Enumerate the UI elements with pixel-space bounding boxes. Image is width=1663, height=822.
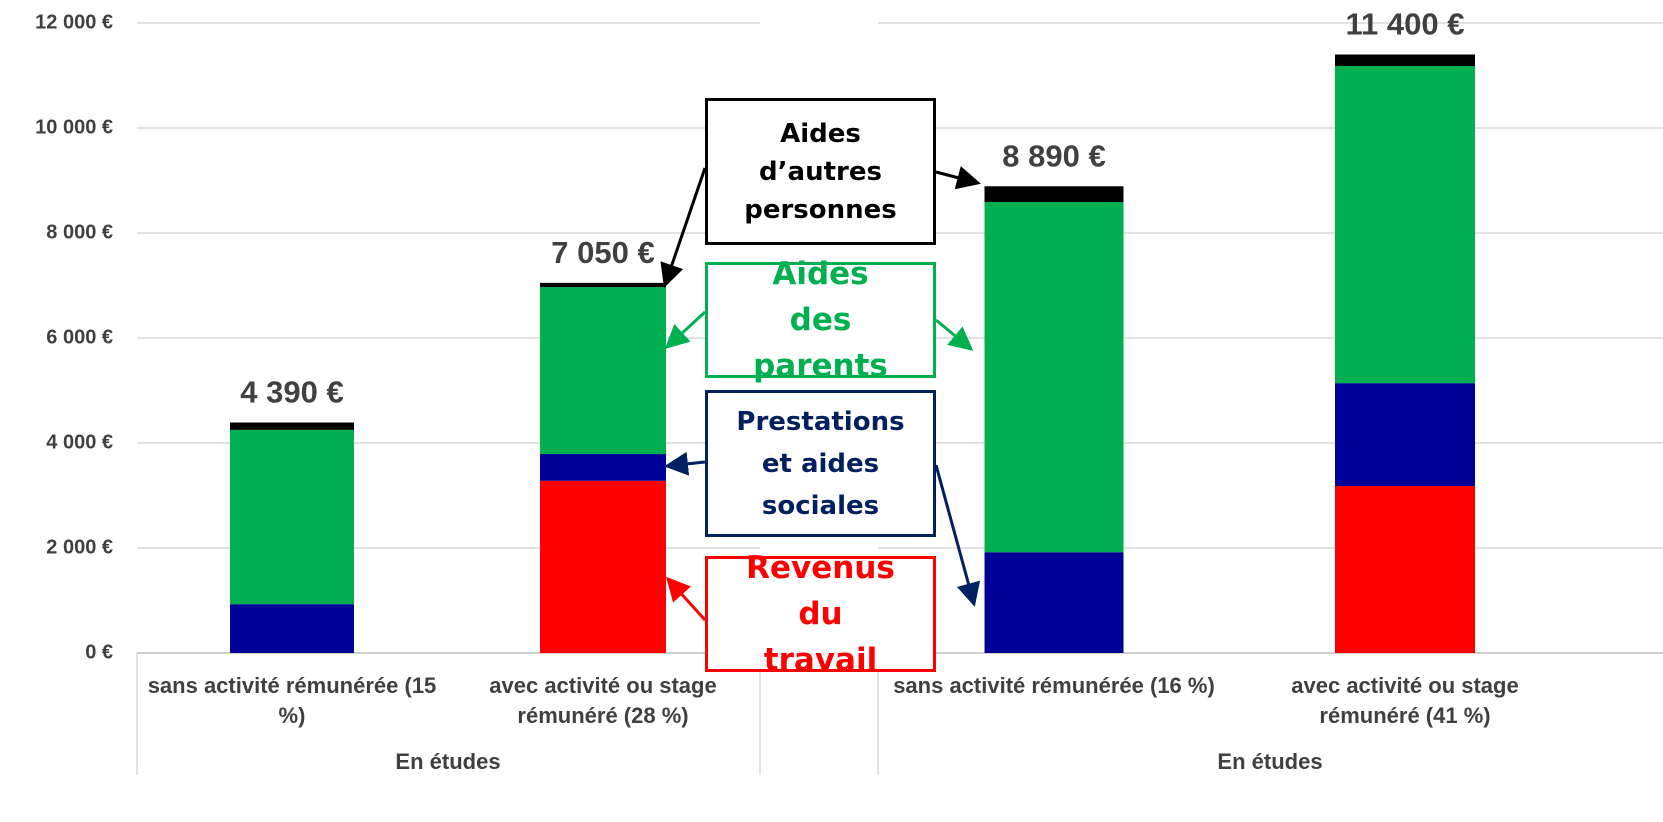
y-tick-label: 4 000 € <box>46 431 113 453</box>
annotation-box: Aides des parents <box>705 256 936 384</box>
y-tick-label: 0 € <box>85 641 113 663</box>
y-tick-label: 12 000 € <box>35 11 113 33</box>
y-tick-label: 8 000 € <box>46 221 113 243</box>
total-label: 11 400 € <box>1346 7 1465 42</box>
arrow <box>664 310 707 350</box>
bar-segment <box>540 454 666 481</box>
x-tick-label: sans activité rémunérée (15 %) <box>147 673 437 728</box>
bar-segment <box>540 480 666 653</box>
group-label: En études <box>1217 749 1323 774</box>
bar-segment <box>230 604 354 653</box>
separators <box>136 653 879 775</box>
arrows <box>660 166 981 622</box>
arrow <box>935 166 981 190</box>
total-label: 8 890 € <box>1002 138 1105 173</box>
bar-segment <box>230 429 354 605</box>
y-tick-label: 2 000 € <box>46 536 113 558</box>
bar-segment <box>540 287 666 455</box>
x-tick-label: avec activité ou stage rémunéré (41 %) <box>1291 673 1519 728</box>
arrow <box>664 451 706 476</box>
x-tick-label: avec activité ou stage rémunéré (28 %) <box>489 673 717 728</box>
bar-segment <box>1335 486 1475 653</box>
arrow <box>934 464 981 607</box>
bar-segment <box>230 422 354 430</box>
arrow <box>660 167 707 288</box>
bar-segment <box>540 282 666 288</box>
arrow <box>935 318 974 351</box>
total-label: 4 390 € <box>240 375 343 410</box>
bar-segment <box>1335 54 1475 67</box>
bar-segment <box>1335 383 1475 487</box>
y-tick-label: 6 000 € <box>46 326 113 348</box>
x-tick-label: sans activité rémunérée (16 %) <box>893 673 1215 698</box>
annotation-box: Revenus du travail <box>705 550 936 678</box>
bar-segment <box>984 202 1124 553</box>
bar-segment <box>1335 66 1475 384</box>
arrow <box>665 576 707 622</box>
bar-segment <box>984 552 1124 653</box>
annotation-box: Prestations et aides sociales <box>705 390 936 537</box>
annotation-box: Aides d’autres personnes <box>705 98 936 245</box>
group-label: En études <box>395 749 501 774</box>
y-tick-label: 10 000 € <box>35 116 113 138</box>
total-label: 7 050 € <box>551 235 654 270</box>
bar-segment <box>984 186 1124 203</box>
